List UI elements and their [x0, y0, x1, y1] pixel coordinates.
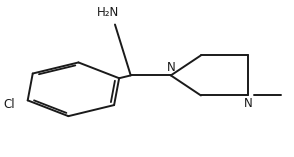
Text: Cl: Cl: [3, 98, 15, 111]
Text: N: N: [244, 97, 253, 110]
Text: N: N: [166, 61, 175, 74]
Text: H₂N: H₂N: [97, 6, 119, 19]
